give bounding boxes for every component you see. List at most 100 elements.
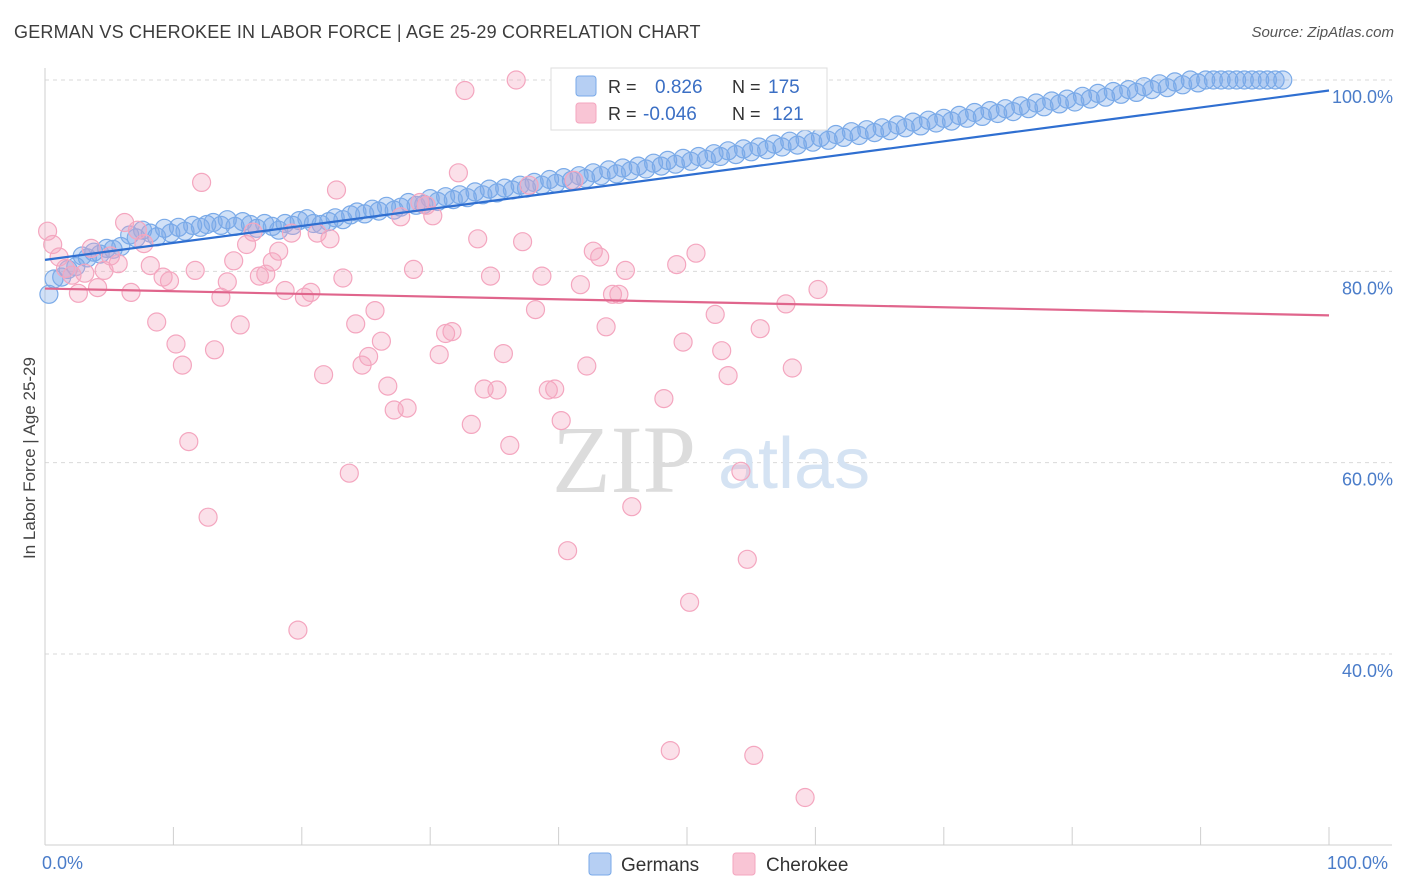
cherokee-point — [782, 358, 802, 378]
axes — [44, 68, 1392, 846]
chart-title: GERMAN VS CHEROKEE IN LABOR FORCE | AGE … — [14, 22, 701, 42]
cherokee-point — [551, 411, 571, 431]
cherokee-point — [480, 266, 501, 286]
cherokee-point — [365, 301, 385, 321]
germans-point — [161, 223, 181, 243]
cherokee-point — [172, 355, 192, 375]
germans-point — [826, 124, 846, 145]
germans-point — [643, 153, 664, 173]
cherokee-point — [378, 376, 398, 396]
germans-point — [1211, 70, 1231, 90]
cherokee-point — [121, 282, 141, 302]
germans-point — [347, 202, 367, 222]
cherokee-point — [609, 284, 629, 304]
grid-lines — [45, 79, 1392, 655]
cherokee-point — [237, 234, 257, 255]
germans-point — [1273, 70, 1293, 90]
germans-point — [980, 100, 1000, 121]
cherokee-point — [198, 507, 218, 527]
germans-point — [772, 137, 792, 157]
cherokee-point — [705, 304, 725, 324]
cherokee-point — [731, 461, 751, 481]
germans-point — [1142, 79, 1162, 100]
cherokee-point — [108, 254, 128, 274]
germans-point — [1250, 70, 1270, 90]
cherokee-point — [557, 541, 578, 561]
watermark-zip: ZIP — [552, 406, 696, 513]
germans-point — [175, 221, 195, 241]
germans-point — [465, 182, 485, 202]
germans-n-value: 175 — [768, 77, 800, 98]
cherokee-point — [391, 207, 411, 227]
cherokee-point — [262, 252, 282, 272]
cherokee-point — [718, 366, 738, 386]
germans-point — [495, 178, 515, 198]
germans-point — [995, 99, 1016, 119]
watermark-atlas: atlas — [718, 424, 870, 504]
cherokee-trend-line — [44, 287, 1330, 317]
germans-point — [957, 108, 977, 128]
cherokee-point — [545, 379, 565, 399]
cherokee-point — [493, 344, 513, 364]
cherokee-point — [423, 206, 443, 226]
cherokee-point — [166, 334, 186, 354]
cherokee-point — [686, 243, 706, 263]
germans-point — [1042, 91, 1062, 111]
cherokee-point — [512, 232, 533, 252]
cherokee-point — [159, 271, 180, 291]
cherokee-point — [455, 80, 475, 101]
germans-point — [673, 148, 693, 168]
cherokee-point — [371, 331, 391, 351]
germans-point — [450, 185, 470, 205]
cherokee-point — [346, 314, 366, 334]
germans-point — [636, 159, 656, 179]
cherokee-point — [538, 380, 558, 400]
germans-point — [217, 210, 237, 230]
cherokee-point — [615, 260, 636, 280]
germans-n-label: N = — [732, 77, 761, 97]
germans-point — [1103, 81, 1123, 102]
germans-point — [733, 139, 754, 159]
germans-point — [591, 166, 611, 186]
germans-point — [1203, 70, 1224, 90]
germans-point — [1180, 70, 1200, 90]
cherokee-point — [429, 345, 449, 365]
germans-point — [1034, 97, 1054, 117]
cherokee-point — [448, 163, 468, 183]
cherokee-point — [339, 463, 359, 483]
legend-germans-label: Germans — [621, 855, 699, 876]
cherokee-point — [744, 745, 764, 766]
series-legend: Germans Cherokee — [588, 852, 848, 876]
x-tick-label-right: 100.0% — [1327, 853, 1388, 873]
cherokee-point — [679, 592, 700, 612]
cherokee-point — [288, 620, 308, 640]
germans-point — [749, 137, 769, 157]
germans-point — [688, 146, 709, 167]
germans-swatch — [575, 75, 597, 97]
cherokee-point — [532, 266, 552, 286]
cherokee-point — [87, 278, 108, 298]
trend-lines — [44, 89, 1330, 317]
cherokee-point — [224, 251, 244, 271]
x-tick-label-left: 0.0% — [42, 853, 83, 873]
cherokee-point — [660, 740, 680, 761]
cherokee-r-label: R = — [608, 104, 637, 124]
cherokee-point — [570, 275, 591, 295]
germans-point — [183, 215, 203, 235]
germans-point — [1011, 96, 1031, 116]
germans-point — [818, 130, 838, 150]
cherokee-point — [519, 175, 539, 195]
cherokee-point — [43, 234, 63, 255]
cherokee-point — [500, 435, 520, 455]
cherokee-point — [506, 70, 526, 90]
cherokee-point — [795, 787, 815, 808]
germans-point — [949, 105, 969, 126]
germans-point — [583, 163, 603, 183]
germans-point — [1196, 70, 1216, 90]
germans-point — [1234, 70, 1254, 90]
cherokee-point — [397, 398, 417, 418]
germans-point — [1134, 77, 1154, 97]
germans-point — [1242, 70, 1262, 90]
cherokee-point — [230, 315, 250, 335]
